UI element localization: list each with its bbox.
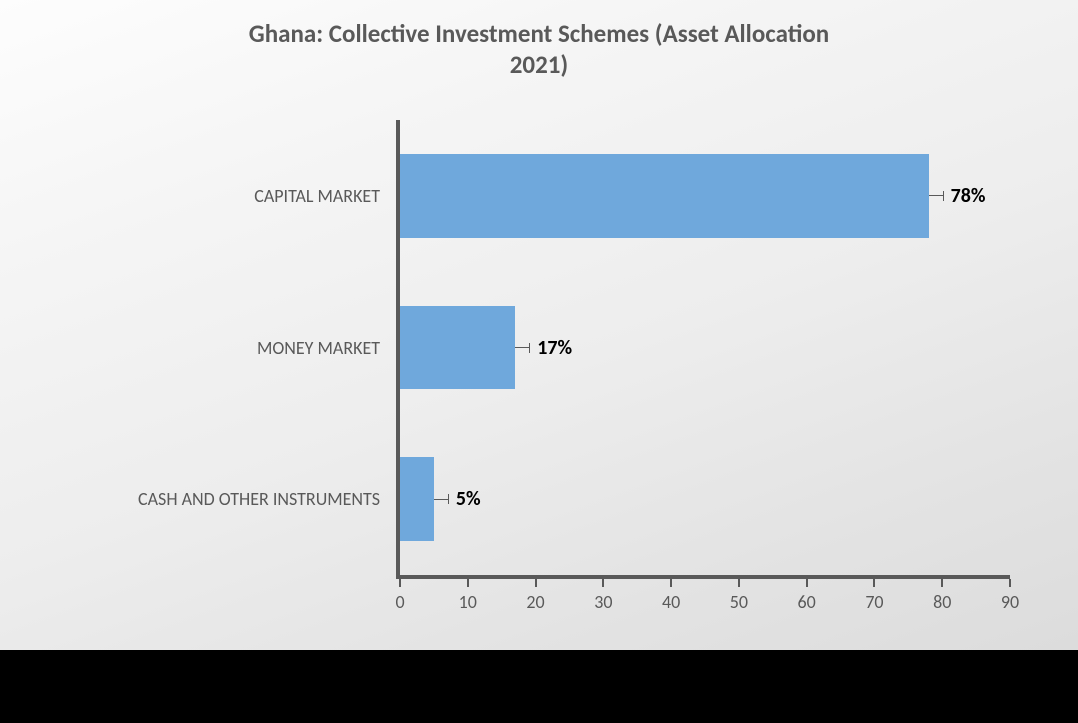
x-tick-label: 70 — [865, 591, 883, 613]
x-tick-label: 40 — [662, 591, 680, 613]
category-label: CASH AND OTHER INSTRUMENTS — [138, 488, 380, 510]
category-label: MONEY MARKET — [257, 337, 380, 359]
x-tick-label: 10 — [459, 591, 477, 613]
x-tick-mark — [535, 579, 537, 587]
data-label-leader-cap — [943, 191, 944, 201]
x-tick-mark — [873, 579, 875, 587]
category-label: CAPITAL MARKET — [254, 185, 380, 207]
plot-area: 010203040506070809078%CAPITAL MARKET17%M… — [400, 120, 1010, 575]
x-tick-label: 90 — [1001, 591, 1019, 613]
x-tick-mark — [738, 579, 740, 587]
data-label: 17% — [537, 336, 572, 360]
data-label-leader-cap — [529, 343, 530, 353]
data-label-leader — [434, 499, 448, 500]
data-label-leader — [929, 195, 943, 196]
x-tick-label: 50 — [730, 591, 748, 613]
x-tick-mark — [602, 579, 604, 587]
x-tick-mark — [467, 579, 469, 587]
x-tick-label: 80 — [933, 591, 951, 613]
chart-title-line1: Ghana: Collective Investment Schemes (As… — [249, 18, 829, 49]
x-tick-mark — [670, 579, 672, 587]
canvas: Ghana: Collective Investment Schemes (As… — [0, 0, 1078, 723]
chart-title: Ghana: Collective Investment Schemes (As… — [0, 18, 1078, 81]
x-tick-label: 60 — [798, 591, 816, 613]
x-tick-mark — [941, 579, 943, 587]
data-label: 78% — [951, 184, 986, 208]
x-tick-mark — [399, 579, 401, 587]
data-label-leader — [515, 347, 529, 348]
bar — [400, 457, 434, 540]
x-tick-label: 0 — [395, 591, 404, 613]
x-tick-label: 20 — [526, 591, 544, 613]
x-tick-label: 30 — [594, 591, 612, 613]
bar — [400, 306, 515, 389]
chart-title-line2: 2021) — [510, 49, 568, 80]
chart-panel: Ghana: Collective Investment Schemes (As… — [0, 0, 1078, 650]
x-tick-mark — [1009, 579, 1011, 587]
data-label-leader-cap — [448, 494, 449, 504]
data-label: 5% — [456, 487, 481, 511]
x-tick-mark — [806, 579, 808, 587]
x-axis-line — [396, 575, 1010, 579]
bar — [400, 154, 929, 237]
